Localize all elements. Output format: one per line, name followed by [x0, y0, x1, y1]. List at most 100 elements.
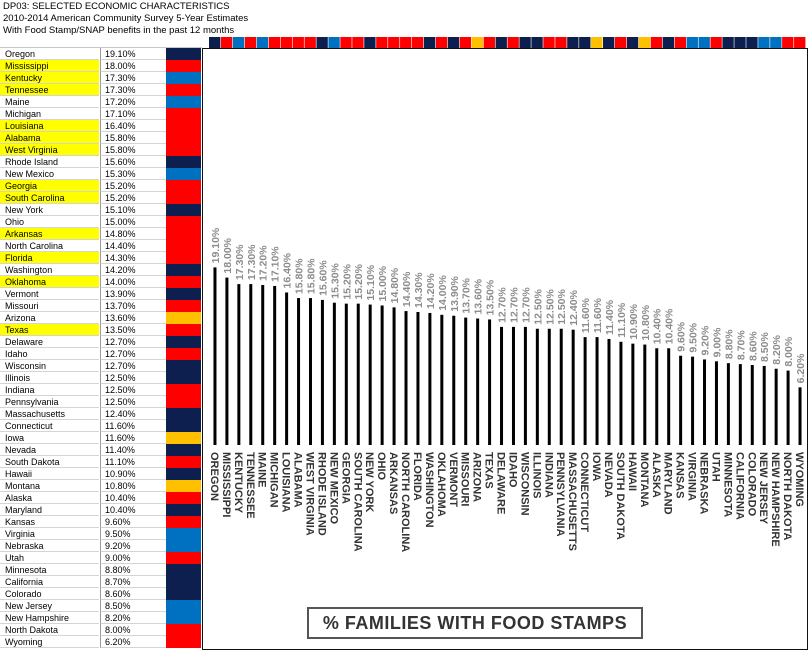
bar-value-label: 12.50% — [556, 288, 568, 324]
party-strip-cell — [352, 37, 364, 48]
x-tick-label: MINNESOTA — [721, 452, 733, 517]
state-percent: 12.70% — [100, 348, 166, 360]
x-tick-label: KANSAS — [674, 452, 686, 498]
bar — [308, 298, 312, 445]
state-name: Maryland — [0, 504, 99, 516]
state-percent: 14.20% — [100, 264, 166, 276]
x-tick-label: COLORADO — [745, 452, 757, 517]
state-name: Rhode Island — [0, 156, 99, 168]
party-color-swatch — [166, 300, 201, 312]
state-percent: 12.50% — [100, 396, 166, 408]
x-tick-label: NEW MEXICO — [327, 452, 339, 525]
x-tick-label: WASHINGTON — [423, 452, 435, 528]
table-row: New York 15.10% — [0, 204, 202, 216]
state-name: Arkansas — [0, 228, 99, 240]
bar-value-label: 14.20% — [425, 273, 437, 309]
header-line-2: 2010-2014 American Community Survey 5-Ye… — [3, 13, 249, 24]
state-name: Michigan — [0, 108, 99, 120]
party-color-swatch — [166, 480, 201, 492]
state-percent: 17.30% — [100, 72, 166, 84]
bar — [726, 363, 730, 445]
party-color-swatch — [166, 564, 201, 576]
x-tick-label: TENNESSEE — [244, 452, 256, 519]
x-tick-label: KENTUCKY — [232, 452, 244, 514]
party-strip-cell — [268, 37, 281, 48]
bar — [380, 305, 384, 445]
state-name: Indiana — [0, 384, 99, 396]
table-row: Delaware 12.70% — [0, 336, 202, 348]
party-color-swatch — [166, 228, 201, 240]
party-color-swatch — [166, 168, 201, 180]
bar-value-label: 8.20% — [771, 334, 783, 364]
bar — [440, 314, 444, 445]
state-percent: 12.50% — [100, 372, 166, 384]
state-name: Georgia — [0, 180, 99, 192]
state-name: California — [0, 576, 99, 588]
party-strip-cell — [435, 37, 448, 48]
state-percent: 14.40% — [100, 240, 166, 252]
party-strip-cell — [710, 37, 722, 48]
bar — [655, 348, 659, 445]
bar-value-label: 10.40% — [664, 308, 676, 344]
state-percent: 12.50% — [100, 384, 166, 396]
table-row: Minnesota 8.80% — [0, 564, 202, 576]
state-percent: 16.40% — [100, 120, 166, 132]
party-color-swatch — [166, 240, 201, 252]
bar — [595, 337, 599, 445]
state-percent: 6.20% — [100, 636, 166, 648]
state-percent: 17.10% — [100, 108, 166, 120]
x-tick-label: WEST VIRGINIA — [303, 452, 315, 536]
party-strip-cell — [603, 37, 615, 48]
bar-value-label: 8.80% — [723, 329, 735, 359]
state-percent: 8.50% — [100, 600, 166, 612]
table-row: Arizona 13.60% — [0, 312, 202, 324]
x-tick-label: MAINE — [256, 452, 268, 487]
bar-chart: 19.10% OREGON 18.00% MISSISSIPPI 17.30% KENTU… — [202, 0, 812, 653]
bar — [619, 341, 623, 445]
table-row: Ohio 15.00% — [0, 216, 202, 228]
state-percent: 19.10% — [100, 48, 166, 60]
party-strip-cell — [376, 37, 388, 48]
party-color-swatch — [166, 636, 201, 648]
table-row: Idaho 12.70% — [0, 348, 202, 360]
bar — [786, 370, 790, 445]
bar-value-label: 15.20% — [353, 263, 365, 299]
bar — [464, 317, 468, 445]
state-percent: 15.20% — [100, 180, 166, 192]
party-color-swatch — [166, 588, 201, 600]
state-percent: 8.20% — [100, 612, 166, 624]
state-percent: 9.20% — [100, 540, 166, 552]
party-strip-cell — [507, 37, 519, 48]
x-tick-label: ALASKA — [650, 452, 662, 498]
table-row: Oregon 19.10% — [0, 48, 202, 60]
party-color-swatch — [166, 492, 201, 504]
state-name: Connecticut — [0, 420, 99, 432]
state-percent: 9.50% — [100, 528, 166, 540]
bar — [559, 328, 563, 445]
table-row: Texas 13.50% — [0, 324, 202, 336]
state-percent: 10.80% — [100, 480, 166, 492]
party-strip-cell — [411, 37, 424, 48]
bar — [273, 285, 277, 445]
party-color-swatch — [166, 144, 201, 156]
x-tick-label: RHODE ISLAND — [315, 452, 327, 536]
bar-value-label: 6.20% — [795, 353, 807, 383]
bar — [332, 302, 336, 445]
table-row: Florida 14.30% — [0, 252, 202, 264]
party-color-swatch — [166, 96, 201, 108]
party-color-swatch — [166, 324, 201, 336]
table-row: Oklahoma 14.00% — [0, 276, 202, 288]
x-tick-label: VIRGINIA — [686, 452, 698, 501]
state-percent: 15.30% — [100, 168, 166, 180]
table-row: Wyoming 6.20% — [0, 636, 202, 648]
table-row: Hawaii 10.90% — [0, 468, 202, 480]
table-row: Kentucky 17.30% — [0, 72, 202, 84]
party-strip-cell — [232, 37, 245, 48]
state-percent: 15.10% — [100, 204, 166, 216]
bar-value-label: 8.70% — [735, 330, 747, 360]
bar — [392, 307, 396, 445]
bar-value-label: 13.70% — [461, 277, 473, 313]
party-strip-cell — [794, 37, 806, 48]
state-name: Texas — [0, 324, 99, 336]
bar-value-label: 15.30% — [329, 262, 341, 298]
